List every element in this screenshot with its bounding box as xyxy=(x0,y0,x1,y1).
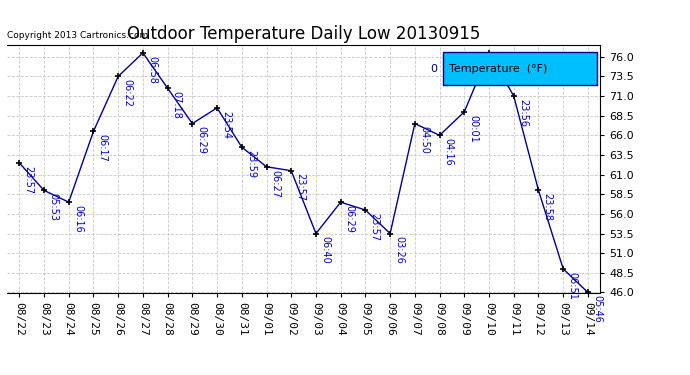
Text: 05:53: 05:53 xyxy=(48,193,58,221)
Text: 04:50: 04:50 xyxy=(419,126,429,154)
Text: 06:29: 06:29 xyxy=(345,205,355,233)
Text: 23:57: 23:57 xyxy=(23,166,33,194)
Text: 23:58: 23:58 xyxy=(542,193,553,221)
Text: 23:54: 23:54 xyxy=(221,111,231,139)
Text: 06:16: 06:16 xyxy=(73,205,83,232)
Text: 23:57: 23:57 xyxy=(295,174,306,202)
Title: Outdoor Temperature Daily Low 20130915: Outdoor Temperature Daily Low 20130915 xyxy=(127,26,480,44)
Text: Copyright 2013 Cartronics.com: Copyright 2013 Cartronics.com xyxy=(7,31,148,40)
Text: 23:56: 23:56 xyxy=(518,99,528,127)
Text: 0: 0 xyxy=(430,63,437,74)
Text: 06:58: 06:58 xyxy=(147,56,157,84)
Text: Temperature  (°F): Temperature (°F) xyxy=(449,63,547,74)
Text: 00:01: 00:01 xyxy=(469,115,478,142)
Text: 06:17: 06:17 xyxy=(97,134,108,162)
Text: 06:51: 06:51 xyxy=(567,272,578,300)
Text: 06:29: 06:29 xyxy=(197,126,206,154)
Text: 23:57: 23:57 xyxy=(370,213,380,241)
Text: 07:18: 07:18 xyxy=(172,91,181,119)
FancyBboxPatch shape xyxy=(443,53,598,85)
Text: 05:46: 05:46 xyxy=(592,295,602,323)
Text: 23:59: 23:59 xyxy=(246,150,256,178)
Text: 06:22: 06:22 xyxy=(122,79,132,107)
Text: 03:26: 03:26 xyxy=(394,236,404,264)
Text: 06:27: 06:27 xyxy=(270,170,281,198)
Text: 06:40: 06:40 xyxy=(320,236,330,264)
Text: 0: 0 xyxy=(493,56,503,62)
Text: 04:16: 04:16 xyxy=(444,138,454,166)
